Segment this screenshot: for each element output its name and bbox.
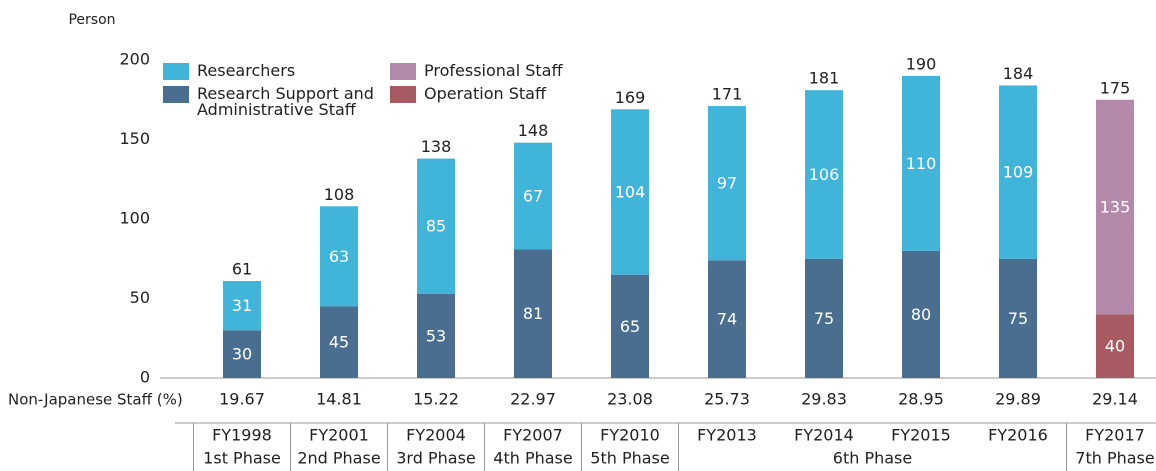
bar-segment — [514, 249, 552, 378]
segment-label: 75 — [1008, 309, 1028, 328]
segment-label: 75 — [814, 309, 834, 328]
phase-label: 2nd Phase — [297, 449, 380, 468]
segment-label: 110 — [906, 154, 937, 173]
bar-segment — [611, 109, 649, 275]
legend-item: Research Support and Administrative Staf… — [163, 86, 390, 118]
segment-label: 80 — [911, 305, 931, 324]
legend-item: Operation Staff — [390, 86, 620, 118]
phase-label: 7th Phase — [1075, 449, 1154, 468]
y-tick-label: 0 — [140, 368, 150, 387]
phase-label: 5th Phase — [590, 449, 669, 468]
bar-segment — [514, 142, 552, 250]
x-tick-label: FY2010 — [600, 426, 660, 445]
total-label: 138 — [421, 137, 452, 156]
phase-label: 4th Phase — [493, 449, 572, 468]
x-tick-label: FY2017 — [1085, 426, 1145, 445]
staff-share: 14.81 — [316, 390, 362, 409]
staff-share: 29.14 — [1092, 390, 1138, 409]
bar-segment — [320, 206, 358, 307]
bar-segment — [1096, 314, 1134, 378]
bar-segment — [999, 85, 1037, 259]
y-axis-label: Person — [68, 12, 115, 28]
bar-segment — [708, 106, 746, 261]
segment-label: 53 — [426, 326, 446, 345]
x-tick-label: FY1998 — [212, 426, 272, 445]
bar-segment — [708, 260, 746, 378]
bar-segment — [1096, 99, 1134, 315]
x-tick-label: FY2015 — [891, 426, 951, 445]
segment-label: 74 — [717, 310, 737, 329]
bar-segment — [805, 258, 843, 378]
legend: Researchers Research Support and Administ… — [163, 63, 620, 118]
segment-label: 106 — [809, 165, 840, 184]
y-tick-label: 150 — [119, 129, 150, 148]
legend-label: Professional Staff — [424, 61, 563, 80]
total-label: 61 — [232, 260, 252, 279]
segment-label: 81 — [523, 304, 543, 323]
legend-label: Operation Staff — [424, 84, 546, 103]
x-tick-label: FY2001 — [309, 426, 369, 445]
staff-share: 25.73 — [704, 390, 750, 409]
segment-label: 109 — [1003, 163, 1034, 182]
x-tick-label: FY2013 — [697, 426, 757, 445]
bar-segment — [417, 293, 455, 378]
total-label: 148 — [518, 121, 549, 140]
x-tick-label: FY2016 — [988, 426, 1048, 445]
x-tick-label: FY2007 — [503, 426, 563, 445]
bar-segment — [902, 75, 940, 251]
y-tick-label: 50 — [130, 288, 150, 307]
segment-label: 85 — [426, 217, 446, 236]
y-tick-label: 100 — [119, 209, 150, 228]
x-tick-label: FY2004 — [406, 426, 466, 445]
staff-share: 29.89 — [995, 390, 1041, 409]
x-tick-label: FY2014 — [794, 426, 854, 445]
total-label: 190 — [906, 54, 937, 73]
total-label: 169 — [615, 88, 646, 107]
legend-swatch — [390, 63, 416, 80]
bar-segment — [611, 274, 649, 378]
legend-item: Professional Staff — [390, 63, 620, 80]
staff-share: 22.97 — [510, 390, 556, 409]
bar-segment — [223, 281, 261, 331]
legend-swatch — [163, 86, 189, 103]
segment-label: 30 — [232, 345, 252, 364]
segment-label: 135 — [1100, 198, 1131, 217]
total-label: 108 — [324, 185, 355, 204]
row-label: Non-Japanese Staff (%) — [8, 391, 183, 409]
staff-share: 19.67 — [219, 390, 265, 409]
staff-share: 29.83 — [801, 390, 847, 409]
total-label: 181 — [809, 69, 840, 88]
phase-label: 3rd Phase — [396, 449, 476, 468]
phase-label: 1st Phase — [203, 449, 281, 468]
segment-label: 67 — [523, 186, 543, 205]
segment-label: 63 — [329, 247, 349, 266]
bar-segment — [999, 258, 1037, 378]
total-label: 171 — [712, 85, 743, 104]
bar-segment — [417, 158, 455, 294]
segment-label: 45 — [329, 333, 349, 352]
y-tick-label: 200 — [119, 50, 150, 69]
legend-swatch — [390, 86, 416, 103]
segment-label: 97 — [717, 174, 737, 193]
total-label: 175 — [1100, 78, 1131, 97]
legend-item: Researchers — [163, 63, 390, 80]
segment-label: 40 — [1105, 337, 1125, 356]
bar-segment — [320, 306, 358, 378]
staff-share: 15.22 — [413, 390, 459, 409]
legend-label: Researchers — [197, 61, 296, 80]
phase-label: 6th Phase — [833, 449, 912, 468]
bar-segment — [805, 90, 843, 259]
legend-swatch — [163, 63, 189, 80]
bar-segment — [902, 250, 940, 378]
bar-segment — [223, 330, 261, 378]
staff-share: 28.95 — [898, 390, 944, 409]
segment-label: 104 — [615, 182, 646, 201]
segment-label: 65 — [620, 317, 640, 336]
staff-share: 23.08 — [607, 390, 653, 409]
total-label: 184 — [1003, 64, 1034, 83]
segment-label: 31 — [232, 296, 252, 315]
legend-label: Research Support and Administrative Staf… — [197, 84, 374, 119]
